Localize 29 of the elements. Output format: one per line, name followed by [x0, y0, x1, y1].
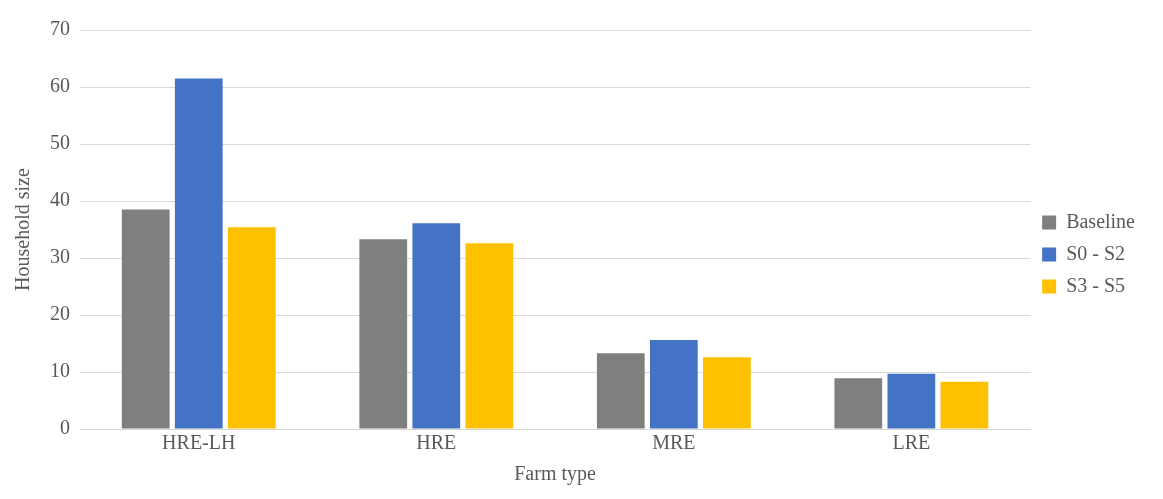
bar — [359, 239, 408, 429]
y-tick-label: 40 — [50, 188, 70, 211]
bar — [121, 209, 170, 429]
bar — [887, 373, 936, 429]
bar — [649, 340, 698, 429]
bar — [174, 78, 223, 429]
x-tick-label: LRE — [892, 431, 931, 454]
bar — [940, 381, 989, 429]
y-tick-label: 70 — [50, 17, 70, 40]
x-tick-label: MRE — [652, 431, 696, 454]
y-tick-label: 0 — [60, 416, 70, 439]
x-axis-title: Farm type — [514, 462, 597, 486]
bar — [227, 227, 276, 429]
y-tick-label: 50 — [50, 131, 70, 154]
legend-label: S0 - S2 — [1066, 241, 1126, 264]
legend-label: Baseline — [1066, 209, 1136, 232]
bar — [465, 243, 514, 429]
bar — [703, 357, 751, 429]
y-axis-title: Household size — [11, 168, 34, 291]
x-tick-label: HRE-LH — [162, 431, 236, 454]
x-tick-label: HRE — [416, 431, 457, 454]
bar — [412, 223, 461, 429]
legend-label: S3 - S5 — [1066, 273, 1126, 296]
y-tick-label: 60 — [50, 74, 70, 97]
y-tick-label: 30 — [50, 245, 70, 268]
y-tick-label: 20 — [50, 302, 70, 325]
y-tick-label: 10 — [50, 359, 70, 382]
bar — [596, 353, 645, 429]
bar — [834, 378, 883, 429]
